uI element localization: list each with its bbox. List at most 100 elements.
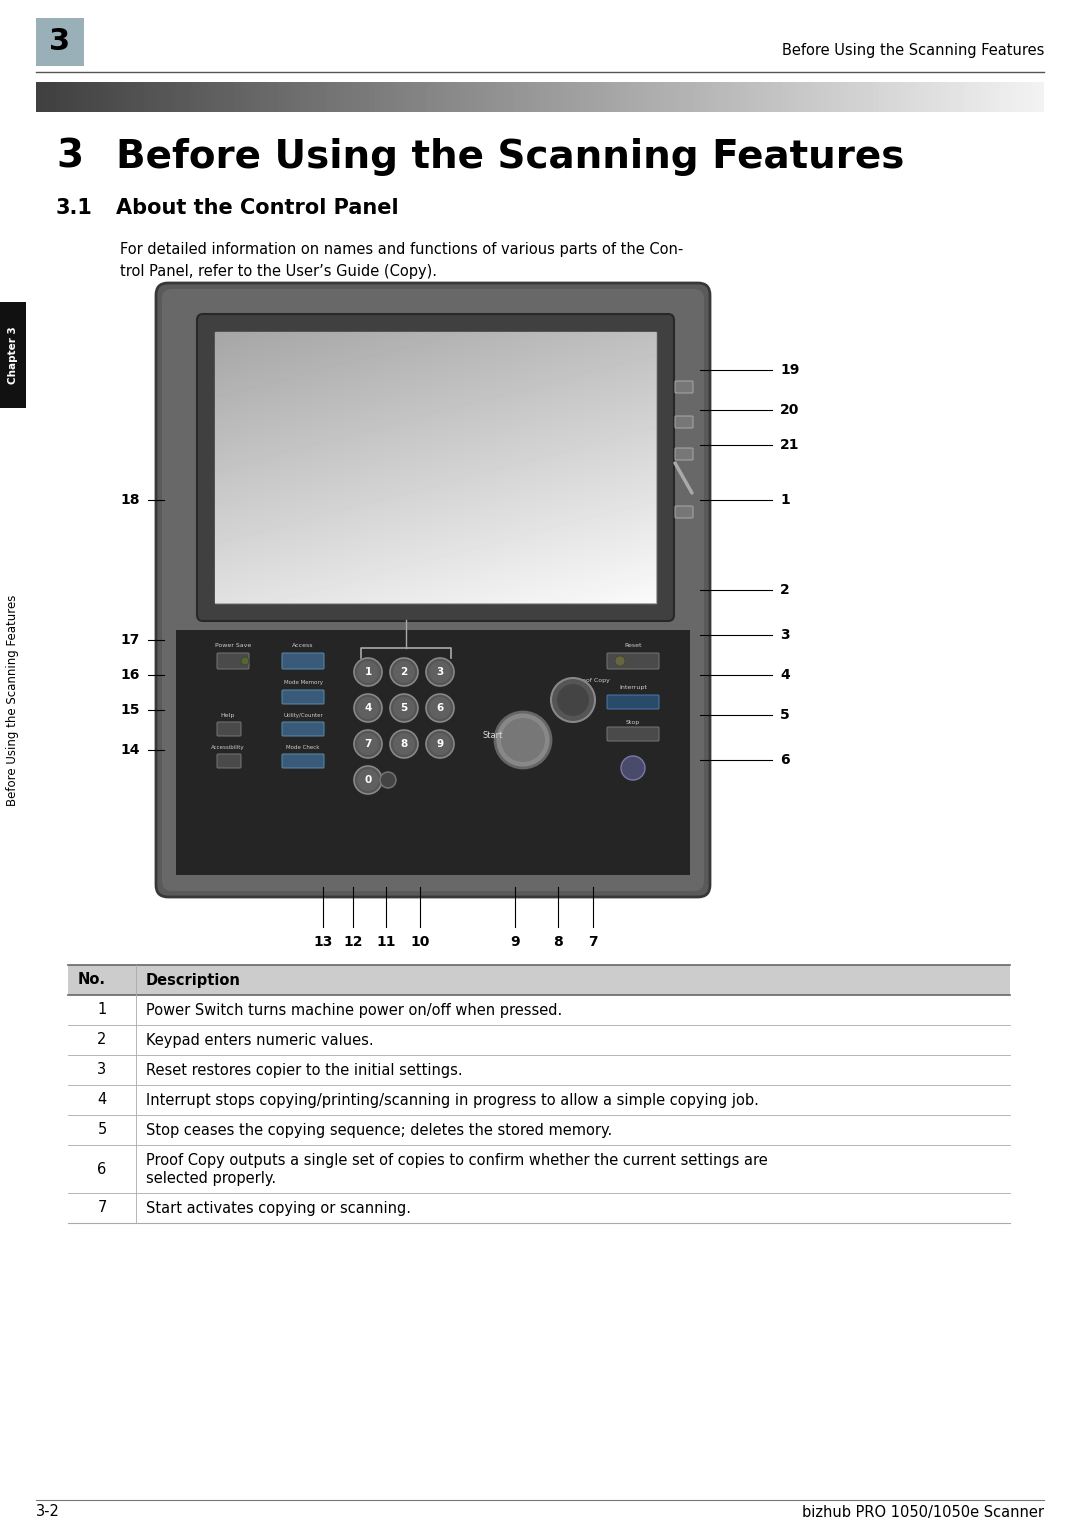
Text: No.: No. [78,972,106,988]
Text: 8: 8 [401,739,407,749]
Text: Power Switch turns machine power on/off when pressed.: Power Switch turns machine power on/off … [146,1003,563,1017]
Text: 9: 9 [510,936,519,950]
FancyBboxPatch shape [162,289,704,891]
Text: Utility/Counter: Utility/Counter [283,713,323,719]
Circle shape [390,657,418,687]
Text: 3: 3 [97,1063,107,1078]
Text: 1: 1 [780,492,789,508]
Text: selected properly.: selected properly. [146,1171,276,1187]
Text: 3: 3 [780,628,789,642]
Circle shape [357,732,379,755]
Circle shape [354,657,382,687]
Text: Mode Memory: Mode Memory [283,680,323,685]
Text: 1: 1 [364,667,372,677]
Text: 19: 19 [780,362,799,378]
Text: 7: 7 [589,936,598,950]
Circle shape [357,661,379,683]
Text: 3-2: 3-2 [36,1505,59,1520]
Text: Before Using the Scanning Features: Before Using the Scanning Features [6,595,19,806]
Circle shape [429,661,451,683]
Text: 13: 13 [313,936,333,950]
Circle shape [354,729,382,758]
Text: Keypad enters numeric values.: Keypad enters numeric values. [146,1032,374,1047]
Text: 7: 7 [364,739,372,749]
Text: For detailed information on names and functions of various parts of the Con-
tro: For detailed information on names and fu… [120,242,684,280]
FancyBboxPatch shape [282,754,324,768]
Circle shape [615,656,625,667]
Circle shape [241,657,249,665]
Text: Description: Description [146,972,241,988]
Text: 3: 3 [50,28,70,57]
Circle shape [393,697,415,719]
Circle shape [429,732,451,755]
Circle shape [357,769,379,790]
Bar [68,1115,1010,1145]
FancyBboxPatch shape [282,653,324,670]
Text: Start: Start [483,731,503,740]
Text: 21: 21 [780,437,799,453]
Text: bizhub PRO 1050/1050e Scanner: bizhub PRO 1050/1050e Scanner [802,1505,1044,1520]
Text: 18: 18 [120,492,139,508]
Circle shape [557,683,589,716]
Circle shape [551,677,595,722]
Text: Before Using the Scanning Features: Before Using the Scanning Features [116,138,904,176]
Circle shape [354,694,382,722]
Circle shape [429,697,451,719]
FancyBboxPatch shape [217,653,249,670]
Circle shape [495,713,551,768]
Text: 17: 17 [120,633,139,647]
Text: 20: 20 [780,404,799,417]
Text: 4: 4 [97,1093,107,1107]
Text: Proof Copy: Proof Copy [576,677,610,683]
Text: 15: 15 [120,703,139,717]
Text: 3: 3 [56,138,83,176]
Circle shape [380,772,396,787]
FancyBboxPatch shape [217,754,241,768]
Bar [68,1145,1010,1193]
FancyBboxPatch shape [607,696,659,709]
FancyBboxPatch shape [156,283,710,898]
Text: 3.1: 3.1 [56,197,93,219]
Text: Interrupt: Interrupt [619,685,647,690]
Text: Proof Copy outputs a single set of copies to confirm whether the current setting: Proof Copy outputs a single set of copie… [146,1153,768,1168]
Circle shape [393,661,415,683]
Text: Before Using the Scanning Features: Before Using the Scanning Features [782,43,1044,58]
Text: Accessibility: Accessibility [212,745,245,751]
Text: Help: Help [220,713,235,719]
Text: 7: 7 [97,1200,107,1216]
Text: 5: 5 [97,1122,107,1138]
Circle shape [354,766,382,794]
Text: 0: 0 [364,775,372,784]
Text: Interrupt stops copying/printing/scanning in progress to allow a simple copying : Interrupt stops copying/printing/scannin… [146,1093,759,1107]
Bar [36,18,84,66]
Bar [68,965,1010,995]
Text: Access: Access [293,644,314,648]
Bar [68,1055,1010,1086]
Text: Power Save: Power Save [215,644,252,648]
Bar [0,303,26,408]
Circle shape [621,755,645,780]
Bar [68,1086,1010,1115]
Circle shape [426,694,454,722]
FancyBboxPatch shape [675,381,693,393]
Circle shape [390,694,418,722]
Text: 4: 4 [364,703,372,713]
Text: Chapter 3: Chapter 3 [8,326,18,384]
Text: Mode Check: Mode Check [286,745,320,751]
Bar [68,995,1010,1024]
FancyBboxPatch shape [675,416,693,428]
Text: 2: 2 [97,1032,107,1047]
Text: 2: 2 [401,667,407,677]
Text: 10: 10 [410,936,430,950]
Bar [68,1024,1010,1055]
Text: 6: 6 [780,752,789,768]
Text: Reset: Reset [624,644,642,648]
Text: About the Control Panel: About the Control Panel [116,197,399,219]
FancyBboxPatch shape [217,722,241,735]
Bar [176,630,690,875]
Bar [68,1193,1010,1223]
Text: 1: 1 [97,1003,107,1017]
Text: 3: 3 [436,667,444,677]
Text: 8: 8 [553,936,563,950]
Circle shape [357,697,379,719]
